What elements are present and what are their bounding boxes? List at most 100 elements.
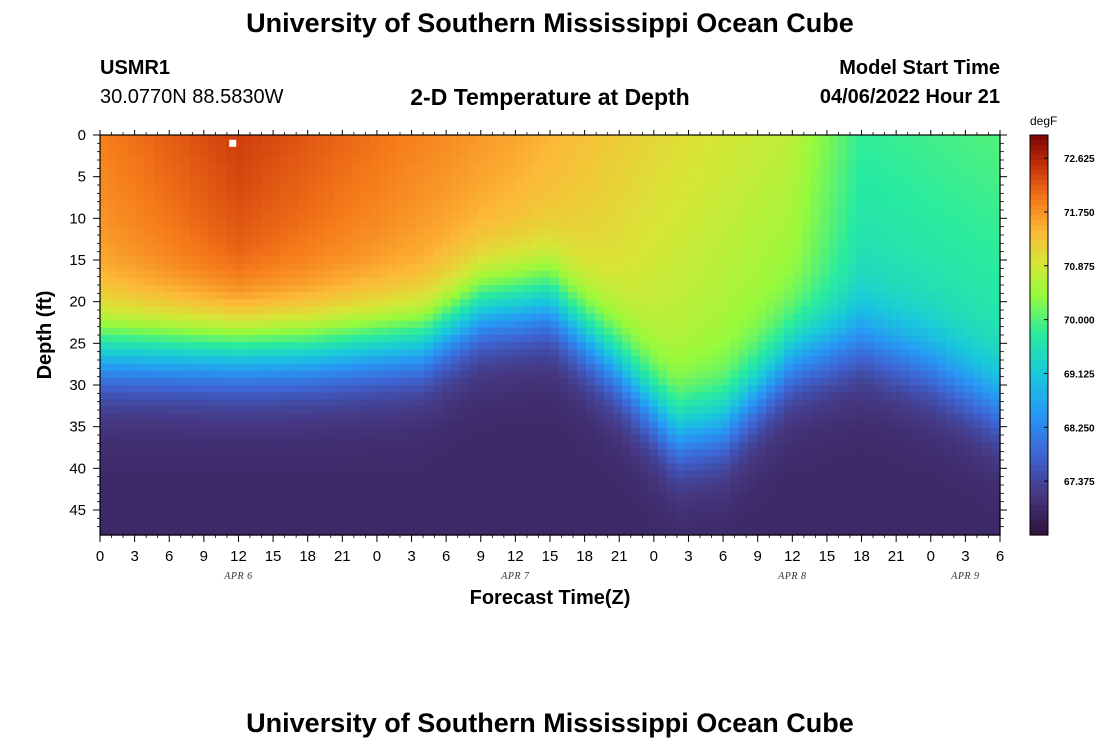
heatmap-cell — [352, 242, 362, 250]
heatmap-cell — [685, 192, 695, 200]
heatmap-cell — [478, 135, 488, 143]
heatmap-cell — [415, 370, 425, 379]
heatmap-cell — [604, 349, 614, 358]
heatmap-cell — [172, 177, 182, 186]
heatmap-cell — [739, 456, 749, 465]
heatmap-cell — [838, 256, 848, 265]
heatmap-cell — [253, 527, 263, 536]
heatmap-cell — [577, 349, 587, 358]
heatmap-cell — [649, 135, 659, 143]
heatmap-cell — [856, 442, 866, 450]
heatmap-cell — [154, 442, 164, 450]
heatmap-cell — [685, 220, 695, 229]
heatmap-cell — [883, 285, 893, 293]
heatmap-cell — [199, 220, 209, 229]
heatmap-cell — [145, 485, 155, 493]
heatmap-cell — [181, 370, 191, 379]
heatmap-cell — [829, 477, 839, 486]
heatmap-cell — [622, 142, 632, 150]
heatmap-cell — [577, 492, 587, 500]
heatmap-cell — [226, 499, 236, 508]
heatmap-cell — [730, 320, 740, 329]
heatmap-cell — [631, 199, 641, 208]
heatmap-cell — [640, 427, 650, 436]
heatmap-cell — [460, 406, 470, 415]
heatmap-cell — [739, 470, 749, 479]
heatmap-cell — [469, 492, 479, 500]
heatmap-cell — [514, 485, 524, 493]
heatmap-cell — [280, 413, 290, 422]
heatmap-cell — [649, 435, 659, 443]
heatmap-cell — [406, 242, 416, 250]
heatmap-cell — [343, 227, 353, 236]
heatmap-cell — [280, 420, 290, 429]
heatmap-cell — [109, 249, 119, 258]
heatmap-cell — [811, 249, 821, 258]
heatmap-cell — [361, 435, 371, 443]
heatmap-cell — [424, 320, 434, 329]
heatmap-cell — [370, 399, 380, 408]
heatmap-cell — [649, 406, 659, 415]
heatmap-cell — [892, 192, 902, 200]
heatmap-cell — [694, 277, 704, 286]
heatmap-cell — [235, 292, 245, 300]
heatmap-cell — [145, 513, 155, 522]
heatmap-cell — [577, 327, 587, 336]
heatmap-cell — [433, 370, 443, 379]
heatmap-cell — [451, 163, 461, 172]
heatmap-cell — [424, 335, 434, 343]
heatmap-cell — [217, 392, 227, 400]
heatmap-cell — [325, 185, 335, 193]
heatmap-cell — [469, 377, 479, 386]
heatmap-cell — [478, 149, 488, 158]
heatmap-cell — [469, 156, 479, 165]
heatmap-cell — [613, 313, 623, 322]
heatmap-cell — [469, 370, 479, 379]
heatmap-cell — [613, 242, 623, 250]
heatmap-cell — [703, 520, 713, 529]
heatmap-cell — [415, 170, 425, 179]
heatmap-cell — [469, 199, 479, 208]
heatmap-cell — [523, 156, 533, 165]
heatmap-cell — [865, 170, 875, 179]
heatmap-cell — [712, 399, 722, 408]
heatmap-cell — [271, 299, 281, 308]
heatmap-cell — [307, 513, 317, 522]
heatmap-cell — [883, 435, 893, 443]
heatmap-cell — [235, 470, 245, 479]
heatmap-cell — [658, 206, 668, 215]
heatmap-cell — [217, 356, 227, 365]
heatmap-cell — [127, 342, 137, 350]
heatmap-cell — [748, 520, 758, 529]
heatmap-cell — [127, 242, 137, 250]
heatmap-cell — [703, 413, 713, 422]
heatmap-cell — [460, 213, 470, 222]
heatmap-cell — [100, 299, 110, 308]
heatmap-cell — [298, 277, 308, 286]
heatmap-cell — [154, 285, 164, 293]
heatmap-cell — [649, 292, 659, 300]
heatmap-cell — [694, 349, 704, 358]
heatmap-cell — [649, 206, 659, 215]
heatmap-cell — [595, 277, 605, 286]
heatmap-cell — [451, 199, 461, 208]
heatmap-cell — [271, 327, 281, 336]
heatmap-cell — [766, 292, 776, 300]
heatmap-cell — [631, 342, 641, 350]
heatmap-cell — [433, 170, 443, 179]
heatmap-cell — [712, 213, 722, 222]
heatmap-cell — [442, 270, 452, 279]
heatmap-cell — [856, 206, 866, 215]
heatmap-cell — [811, 299, 821, 308]
heatmap-cell — [865, 377, 875, 386]
heatmap-cell — [343, 142, 353, 150]
heatmap-cell — [487, 492, 497, 500]
heatmap-cell — [100, 406, 110, 415]
heatmap-cell — [307, 463, 317, 472]
heatmap-cell — [154, 513, 164, 522]
heatmap-cell — [325, 342, 335, 350]
heatmap-cell — [838, 527, 848, 536]
heatmap-cell — [694, 370, 704, 379]
heatmap-cell — [442, 527, 452, 536]
heatmap-cell — [397, 242, 407, 250]
